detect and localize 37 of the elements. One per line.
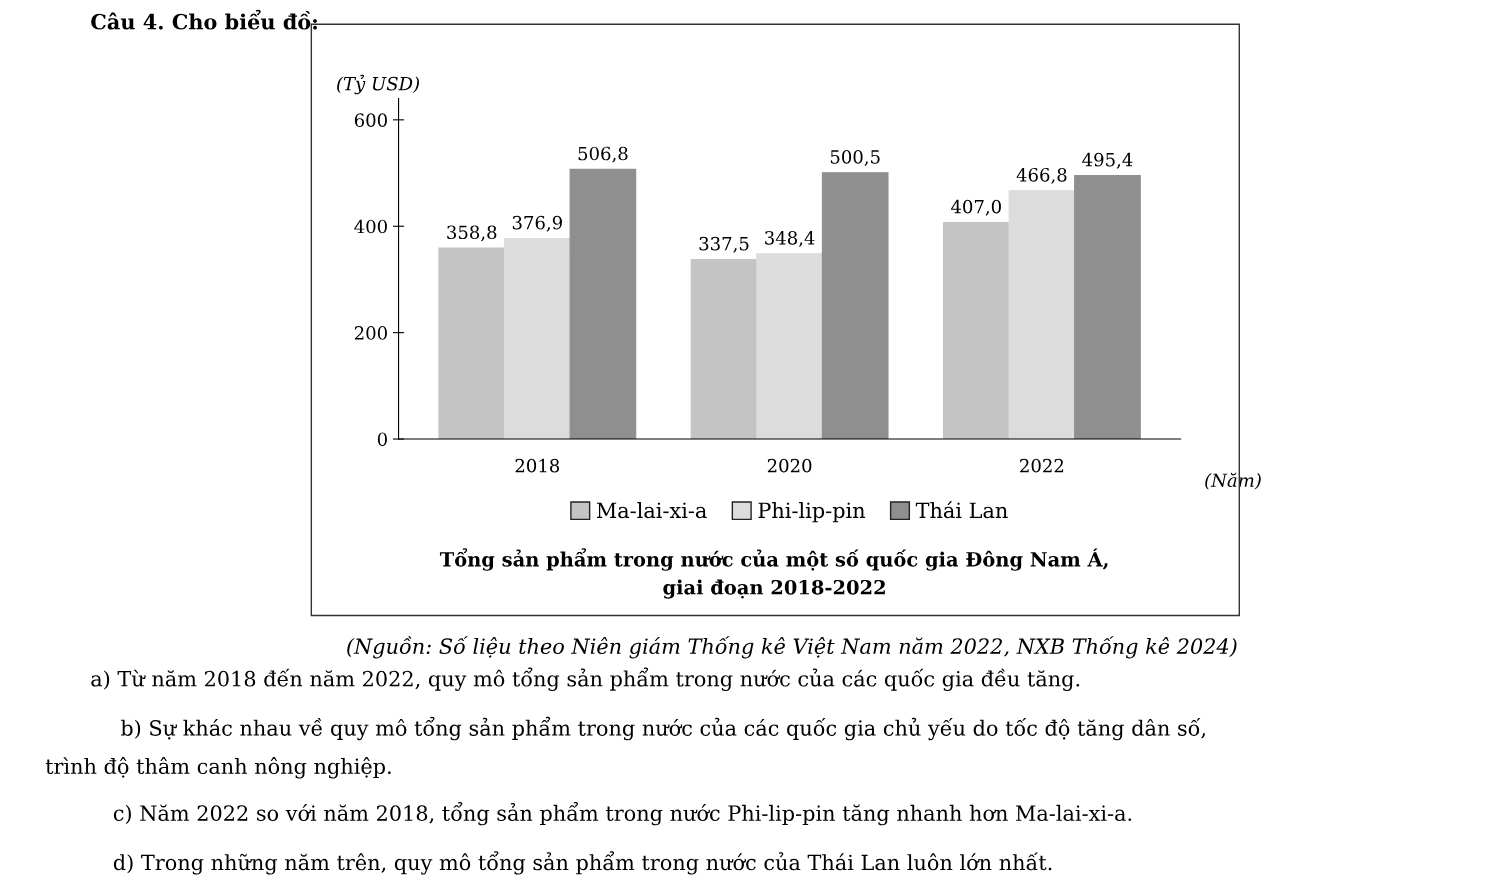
y-axis-title: (Tỷ USD)	[337, 74, 419, 95]
text: Tổng sản phẩm trong nước của một số quốc gia Đông Nam Á, giai đoạn 2018-2022	[439, 548, 1108, 599]
bar	[942, 221, 1010, 440]
data-label: 358,8	[447, 225, 497, 242]
data-label: 376,9	[512, 215, 562, 232]
data-label: 337,5	[699, 236, 749, 253]
bar	[821, 172, 889, 440]
bar	[690, 258, 758, 440]
data-label: 407,0	[951, 199, 1001, 216]
y-tick-label: 0	[377, 432, 387, 447]
x-tick-label: 2018	[515, 458, 560, 473]
legend-label: Ma-lai-xi-a	[596, 502, 707, 519]
legend-label: Thái Lan	[915, 501, 1008, 519]
x-tick-label: 2022	[1020, 458, 1064, 473]
bar	[1074, 174, 1141, 440]
legend-label: Phi-lip-pin	[758, 502, 866, 523]
bar	[503, 237, 571, 440]
x-tick-label: 2020	[767, 458, 812, 473]
y-tick-label: 200	[354, 326, 387, 340]
text: d) Trong những năm trên, quy mô tổng sản phẩm trong nước của Thái Lan luôn lớn nhất.	[113, 851, 1052, 875]
text: c) Năm 2022 so với năm 2018, tổng sản phẩm trong nước Phi-lip-pin tăng nhanh hơn Ma-lai-xi-a.	[113, 801, 1132, 826]
bar	[1008, 190, 1076, 440]
y-tick-label: 600	[354, 113, 387, 127]
bar	[756, 253, 823, 440]
text: (Nguồn: Số liệu theo Niên giám Thống kê Việt Nam năm 2022, NXB Thống kê 2024)	[347, 636, 1237, 659]
text: trình độ thâm canh nông nghiệp.	[45, 757, 391, 779]
data-label: 506,8	[578, 146, 628, 163]
text: Câu 4. Cho biểu đồ:	[91, 9, 317, 30]
text: b) Sự khác nhau về quy mô tổng sản phẩm trong nước của các quốc gia chủ yếu do tốc độ tăng dân số,	[120, 716, 1206, 741]
text: a) Từ năm 2018 đến năm 2022, quy mô tổng sản phẩm trong nước của các quốc gia đều tăng.	[91, 667, 1080, 691]
bar	[569, 168, 637, 440]
data-label: 495,4	[1082, 152, 1133, 169]
data-label: 500,5	[830, 150, 880, 166]
y-tick-label: 400	[354, 219, 387, 234]
data-label: 348,4	[765, 230, 815, 247]
bar	[438, 247, 506, 440]
data-label: 466,8	[1016, 167, 1067, 184]
